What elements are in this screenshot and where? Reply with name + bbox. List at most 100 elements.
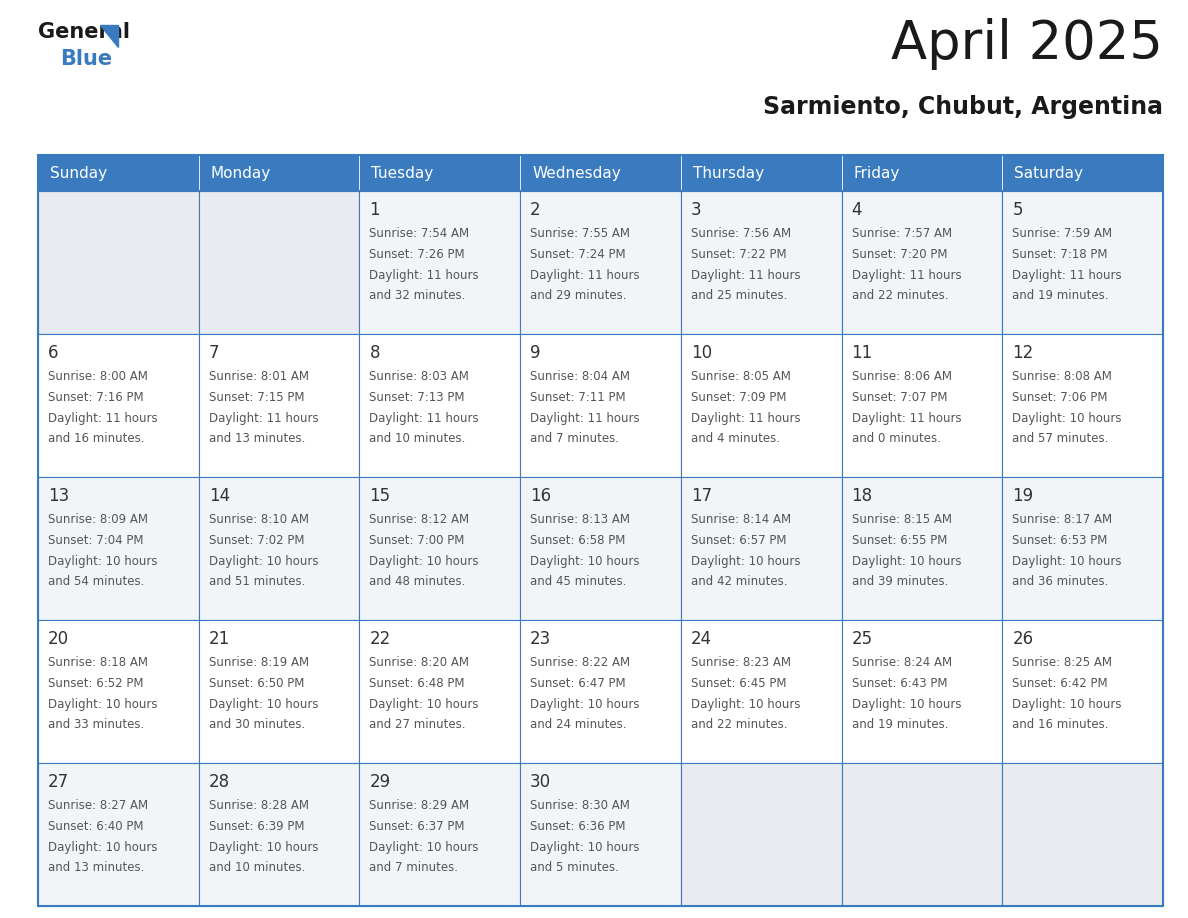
Text: Sunset: 6:48 PM: Sunset: 6:48 PM xyxy=(369,677,465,690)
Text: Daylight: 11 hours: Daylight: 11 hours xyxy=(691,269,801,282)
Text: 18: 18 xyxy=(852,487,873,505)
Bar xyxy=(38,155,198,191)
Text: Daylight: 10 hours: Daylight: 10 hours xyxy=(209,841,318,854)
Text: and 22 minutes.: and 22 minutes. xyxy=(691,718,788,731)
Text: and 51 minutes.: and 51 minutes. xyxy=(209,575,305,588)
Text: Sunrise: 8:06 AM: Sunrise: 8:06 AM xyxy=(852,370,952,383)
Text: Sunset: 7:16 PM: Sunset: 7:16 PM xyxy=(48,391,144,404)
Text: Daylight: 10 hours: Daylight: 10 hours xyxy=(209,555,318,568)
Text: Wednesday: Wednesday xyxy=(532,165,621,181)
Bar xyxy=(198,477,360,620)
Text: General: General xyxy=(38,22,129,42)
Bar xyxy=(841,155,1003,191)
Text: 2: 2 xyxy=(530,201,541,219)
Text: Sunset: 7:00 PM: Sunset: 7:00 PM xyxy=(369,534,465,547)
Text: Sunrise: 8:19 AM: Sunrise: 8:19 AM xyxy=(209,656,309,669)
Text: Sunrise: 8:12 AM: Sunrise: 8:12 AM xyxy=(369,513,469,526)
Text: Sunset: 6:36 PM: Sunset: 6:36 PM xyxy=(530,820,626,833)
Bar xyxy=(198,191,360,334)
Text: Sunset: 7:02 PM: Sunset: 7:02 PM xyxy=(209,534,304,547)
Text: Sunset: 6:47 PM: Sunset: 6:47 PM xyxy=(530,677,626,690)
Text: Daylight: 10 hours: Daylight: 10 hours xyxy=(369,841,479,854)
Text: Sunset: 7:06 PM: Sunset: 7:06 PM xyxy=(1012,391,1107,404)
Text: 21: 21 xyxy=(209,630,230,648)
Text: 11: 11 xyxy=(852,344,873,362)
Polygon shape xyxy=(100,25,118,47)
Text: Sunrise: 7:55 AM: Sunrise: 7:55 AM xyxy=(530,227,630,240)
Text: and 32 minutes.: and 32 minutes. xyxy=(369,289,466,302)
Text: 3: 3 xyxy=(691,201,701,219)
Text: Sunrise: 8:15 AM: Sunrise: 8:15 AM xyxy=(852,513,952,526)
Bar xyxy=(38,620,198,763)
Text: Sunset: 7:13 PM: Sunset: 7:13 PM xyxy=(369,391,465,404)
Text: and 5 minutes.: and 5 minutes. xyxy=(530,861,619,874)
Text: Daylight: 10 hours: Daylight: 10 hours xyxy=(1012,698,1121,711)
Text: Daylight: 10 hours: Daylight: 10 hours xyxy=(48,555,158,568)
Text: Sunrise: 8:13 AM: Sunrise: 8:13 AM xyxy=(530,513,630,526)
Bar xyxy=(360,763,520,906)
Bar xyxy=(360,155,520,191)
Text: Daylight: 11 hours: Daylight: 11 hours xyxy=(691,412,801,425)
Text: Sunset: 6:40 PM: Sunset: 6:40 PM xyxy=(48,820,144,833)
Text: Sunrise: 8:08 AM: Sunrise: 8:08 AM xyxy=(1012,370,1112,383)
Text: 30: 30 xyxy=(530,773,551,791)
Bar xyxy=(681,334,841,477)
Text: and 16 minutes.: and 16 minutes. xyxy=(1012,718,1108,731)
Bar xyxy=(841,477,1003,620)
Text: Sunset: 7:26 PM: Sunset: 7:26 PM xyxy=(369,248,465,261)
Bar xyxy=(681,155,841,191)
Text: 14: 14 xyxy=(209,487,229,505)
Bar xyxy=(360,191,520,334)
Text: and 19 minutes.: and 19 minutes. xyxy=(852,718,948,731)
Bar xyxy=(38,477,198,620)
Text: Sunset: 6:53 PM: Sunset: 6:53 PM xyxy=(1012,534,1107,547)
Text: 24: 24 xyxy=(691,630,712,648)
Text: Sunrise: 8:09 AM: Sunrise: 8:09 AM xyxy=(48,513,148,526)
Text: Friday: Friday xyxy=(853,165,901,181)
Bar xyxy=(360,334,520,477)
Text: Sunset: 7:07 PM: Sunset: 7:07 PM xyxy=(852,391,947,404)
Text: and 36 minutes.: and 36 minutes. xyxy=(1012,575,1108,588)
Text: Daylight: 11 hours: Daylight: 11 hours xyxy=(530,269,640,282)
Text: and 27 minutes.: and 27 minutes. xyxy=(369,718,466,731)
Text: 28: 28 xyxy=(209,773,229,791)
Text: Sarmiento, Chubut, Argentina: Sarmiento, Chubut, Argentina xyxy=(763,95,1163,119)
Text: and 22 minutes.: and 22 minutes. xyxy=(852,289,948,302)
Text: and 25 minutes.: and 25 minutes. xyxy=(691,289,788,302)
Text: Daylight: 10 hours: Daylight: 10 hours xyxy=(530,841,639,854)
Bar xyxy=(38,155,1163,906)
Text: and 39 minutes.: and 39 minutes. xyxy=(852,575,948,588)
Text: Sunrise: 8:28 AM: Sunrise: 8:28 AM xyxy=(209,799,309,812)
Text: Sunset: 7:15 PM: Sunset: 7:15 PM xyxy=(209,391,304,404)
Text: Sunset: 6:57 PM: Sunset: 6:57 PM xyxy=(691,534,786,547)
Text: and 48 minutes.: and 48 minutes. xyxy=(369,575,466,588)
Bar xyxy=(841,191,1003,334)
Text: 22: 22 xyxy=(369,630,391,648)
Text: and 7 minutes.: and 7 minutes. xyxy=(530,432,619,445)
Text: and 7 minutes.: and 7 minutes. xyxy=(369,861,459,874)
Text: Daylight: 11 hours: Daylight: 11 hours xyxy=(369,412,479,425)
Text: and 45 minutes.: and 45 minutes. xyxy=(530,575,626,588)
Text: 17: 17 xyxy=(691,487,712,505)
Text: Daylight: 10 hours: Daylight: 10 hours xyxy=(691,698,801,711)
Text: Sunset: 7:24 PM: Sunset: 7:24 PM xyxy=(530,248,626,261)
Bar xyxy=(520,763,681,906)
Text: Sunset: 6:52 PM: Sunset: 6:52 PM xyxy=(48,677,144,690)
Text: and 10 minutes.: and 10 minutes. xyxy=(209,861,305,874)
Text: Daylight: 10 hours: Daylight: 10 hours xyxy=(1012,412,1121,425)
Text: Sunrise: 7:57 AM: Sunrise: 7:57 AM xyxy=(852,227,952,240)
Text: Sunday: Sunday xyxy=(50,165,107,181)
Text: Daylight: 10 hours: Daylight: 10 hours xyxy=(209,698,318,711)
Text: April 2025: April 2025 xyxy=(891,18,1163,70)
Text: 4: 4 xyxy=(852,201,862,219)
Text: Daylight: 11 hours: Daylight: 11 hours xyxy=(209,412,318,425)
Text: Daylight: 10 hours: Daylight: 10 hours xyxy=(369,555,479,568)
Text: and 10 minutes.: and 10 minutes. xyxy=(369,432,466,445)
Text: Daylight: 11 hours: Daylight: 11 hours xyxy=(530,412,640,425)
Text: 27: 27 xyxy=(48,773,69,791)
Bar xyxy=(38,191,198,334)
Text: 26: 26 xyxy=(1012,630,1034,648)
Text: Blue: Blue xyxy=(61,49,112,69)
Text: Sunset: 6:45 PM: Sunset: 6:45 PM xyxy=(691,677,786,690)
Text: Sunset: 6:43 PM: Sunset: 6:43 PM xyxy=(852,677,947,690)
